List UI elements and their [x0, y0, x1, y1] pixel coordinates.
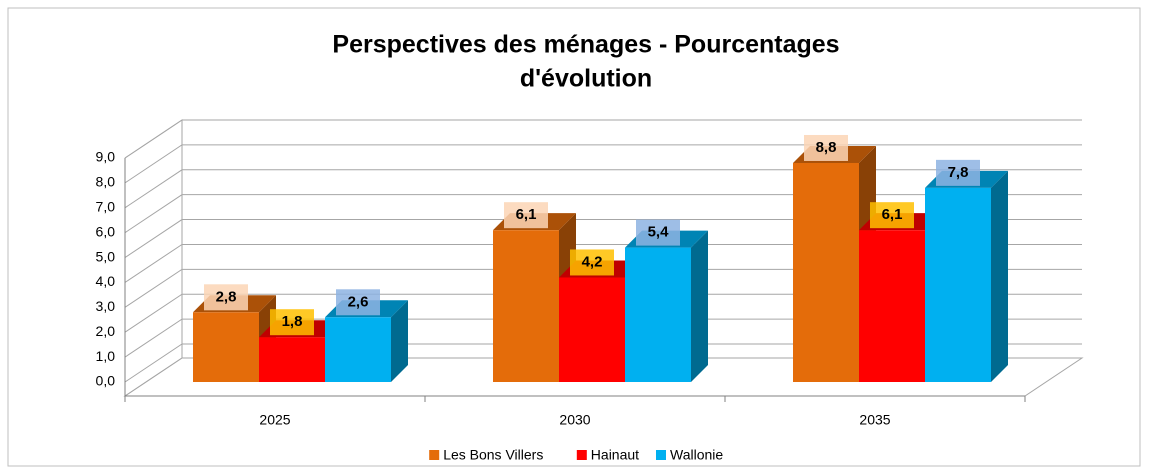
y-tick-label: 7,0	[96, 198, 116, 214]
value-label-box	[804, 134, 848, 161]
value-label: 6,1	[516, 206, 537, 223]
grid-line	[124, 343, 1082, 383]
value-label-box	[504, 202, 548, 229]
bar	[625, 247, 691, 382]
value-label: 2,6	[348, 293, 369, 310]
bar	[193, 312, 259, 382]
legend-swatch	[429, 450, 440, 460]
y-tick-label: 4,0	[96, 273, 116, 289]
x-tick-label: 2030	[559, 412, 590, 428]
grid-line	[124, 169, 1082, 209]
legend-swatch	[576, 450, 587, 460]
bar	[559, 277, 625, 382]
legend-label: Hainaut	[591, 447, 639, 463]
y-tick-label: 3,0	[96, 298, 116, 314]
value-label-box	[636, 219, 680, 246]
grid-line	[124, 268, 1082, 308]
value-label-box	[270, 309, 314, 336]
legend-label: Les Bons Villers	[443, 447, 543, 463]
bar	[259, 337, 325, 382]
bar-side	[991, 170, 1008, 382]
value-label: 7,8	[948, 164, 969, 181]
chart-subtitle: d'évolution	[520, 65, 652, 93]
y-tick-label: 8,0	[96, 174, 116, 190]
x-tick-label: 2035	[859, 412, 890, 428]
bar	[325, 317, 391, 382]
value-label-box	[204, 284, 248, 311]
grid-line	[124, 144, 1082, 184]
y-tick-label: 2,0	[96, 323, 116, 339]
chart-title: Perspectives des ménages - Pourcentages	[332, 31, 839, 59]
bar-side	[691, 230, 708, 382]
value-label: 4,2	[582, 253, 603, 270]
grid-line	[124, 219, 1082, 258]
legend-label: Wallonie	[670, 447, 723, 463]
grid-line	[124, 119, 1082, 159]
value-label: 2,8	[216, 288, 237, 305]
x-tick-label: 2025	[259, 412, 290, 428]
value-label-box	[870, 202, 914, 229]
legend-swatch	[656, 450, 666, 460]
bar-side	[391, 300, 408, 382]
y-tick-label: 0,0	[96, 373, 116, 389]
value-label: 8,8	[816, 139, 837, 156]
y-tick-label: 6,0	[96, 223, 116, 239]
y-tick-label: 1,0	[96, 348, 116, 364]
bar	[493, 230, 559, 382]
grid-line	[124, 318, 1082, 358]
value-label-box	[336, 289, 380, 316]
grid-line	[124, 194, 1082, 234]
value-label: 6,1	[882, 206, 903, 223]
value-label: 5,4	[648, 224, 670, 241]
grid-line	[124, 243, 1082, 283]
bar	[859, 230, 925, 382]
value-label-box	[936, 159, 980, 186]
value-label: 1,8	[282, 313, 303, 330]
y-tick-label: 9,0	[96, 149, 116, 165]
grid-line	[124, 293, 1082, 333]
y-tick-label: 5,0	[96, 248, 116, 264]
bar	[793, 162, 859, 382]
bar	[925, 187, 991, 382]
value-label-box	[570, 249, 614, 276]
